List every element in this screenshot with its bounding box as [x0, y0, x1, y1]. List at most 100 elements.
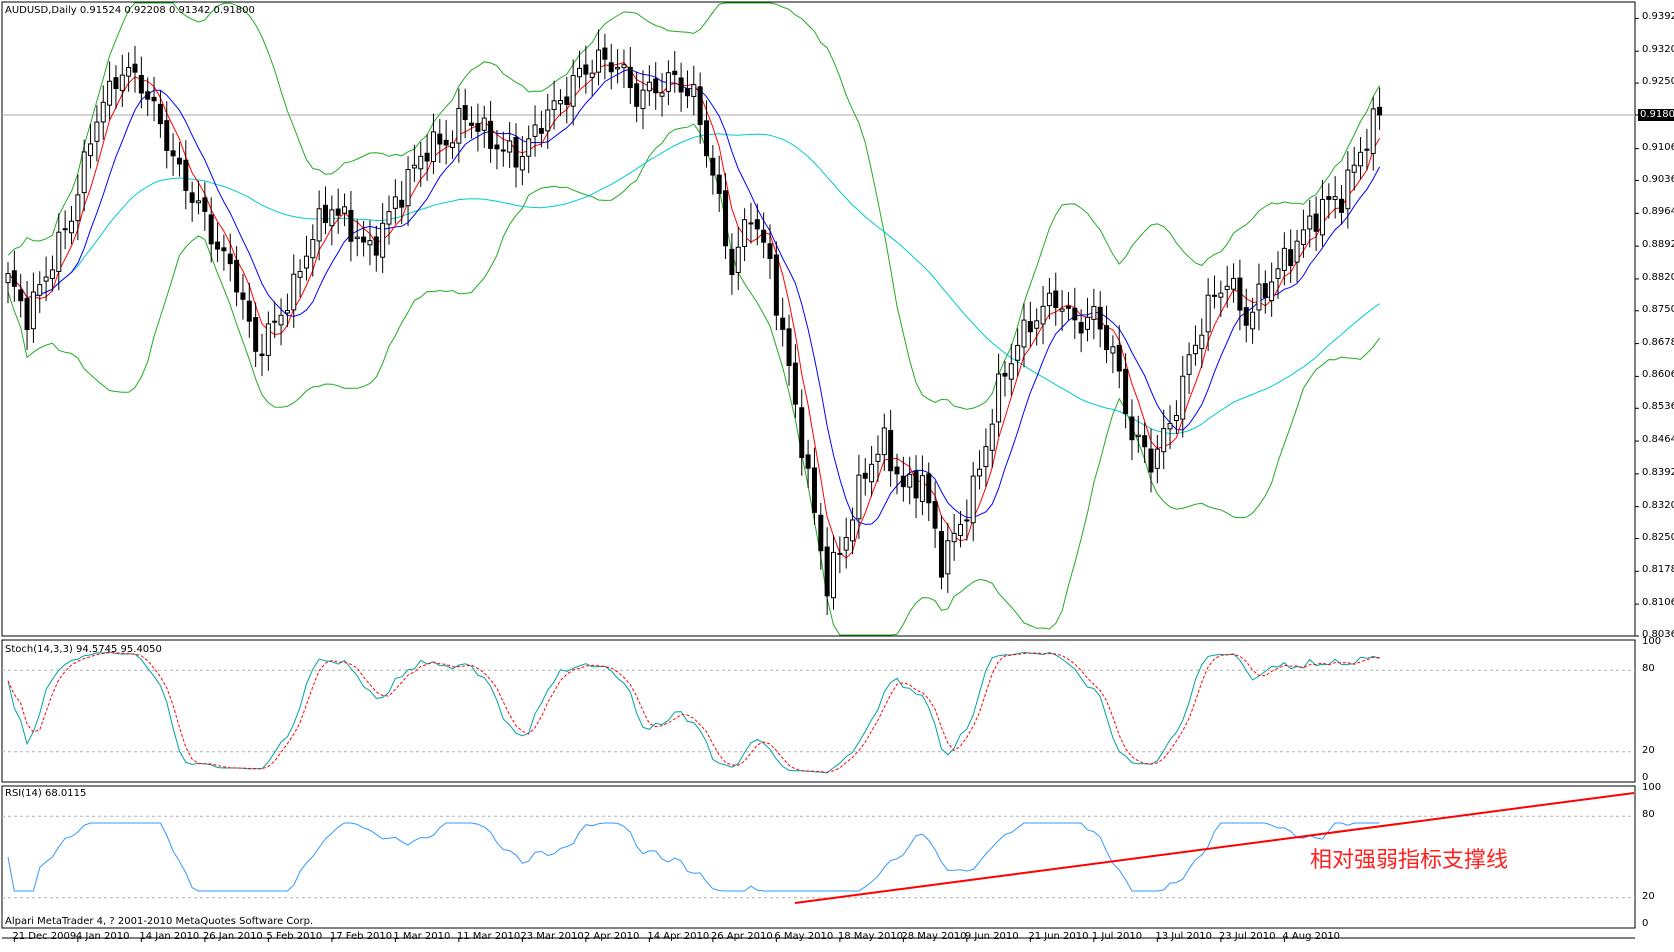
candle-body [932, 501, 938, 529]
candle-body [1231, 277, 1237, 290]
candle-body [1104, 325, 1110, 351]
candle-body [246, 300, 252, 322]
candle-body [900, 475, 906, 488]
date-tick-label: 28 May 2010 [901, 931, 967, 942]
candle-body [5, 273, 11, 284]
candle-body [780, 317, 786, 330]
candle-body [557, 100, 563, 105]
candle-body [1256, 283, 1262, 311]
candle-body [589, 72, 595, 78]
candle-body [513, 136, 519, 168]
candle-body [157, 103, 163, 125]
date-tick-label: 23 Jul 2010 [1218, 931, 1276, 942]
stoch-signal-line [7, 652, 1380, 773]
candle-body [875, 453, 881, 462]
candle-body [894, 466, 900, 475]
candle-body [240, 292, 246, 300]
candle-body [1345, 169, 1351, 210]
candle-body [69, 220, 74, 234]
candle-body [1110, 346, 1116, 354]
stoch-pane-frame [1, 639, 1636, 783]
candle-body [88, 143, 94, 157]
copyright-footer: Alpari MetaTrader 4, ? 2001-2010 MetaQuo… [5, 916, 314, 927]
candle-body [196, 200, 201, 204]
candle-body [1262, 283, 1268, 299]
candle-body [132, 63, 138, 73]
candle-body [30, 291, 36, 330]
candle-body [938, 531, 944, 578]
candle-body [303, 255, 309, 269]
candle-body [564, 96, 570, 105]
candle-body [234, 259, 240, 293]
candle-body [1224, 285, 1230, 291]
candle-body [538, 128, 544, 134]
candle-body [958, 523, 963, 536]
candle-body [1053, 290, 1059, 309]
candle-body [335, 208, 341, 216]
candle-body [856, 474, 862, 520]
candle-body [926, 473, 932, 504]
candle-body [1281, 247, 1287, 271]
candle-body [145, 91, 151, 100]
candle-body [202, 197, 208, 212]
candle-body [792, 362, 798, 405]
candle-body [1275, 268, 1281, 279]
candle-body [907, 473, 913, 488]
upper-band-line [7, 2, 1381, 410]
main-chart-title: AUDUSD,Daily 0.91524 0.92208 0.91342 0.9… [5, 5, 255, 16]
main-pane-frame [1, 1, 1636, 637]
candle-body [354, 236, 360, 240]
candle-body [386, 211, 392, 225]
candle-body [913, 470, 919, 499]
candle-body [208, 214, 214, 245]
candle-body [278, 314, 284, 326]
rsi-support-line-annotation: 相对强弱指标支撑线 [1310, 848, 1509, 873]
candle-body [824, 546, 830, 597]
candle-body [1021, 319, 1027, 348]
stoch-level-label: 20 [1642, 744, 1655, 756]
candle-body [678, 77, 684, 93]
candle-body [570, 75, 576, 107]
candle-body [665, 72, 671, 92]
candle-body [551, 100, 557, 110]
candle-body [831, 551, 836, 599]
candle-body [1364, 148, 1370, 151]
candle-body [786, 328, 792, 366]
candle-body [24, 298, 30, 331]
rsi-title: RSI(14) 68.0115 [5, 788, 87, 799]
date-tick-label: 26 Apr 2010 [710, 931, 773, 942]
candle-body [748, 222, 754, 225]
candle-body [297, 271, 303, 278]
candle-body [1370, 108, 1376, 154]
candle-body [888, 429, 894, 472]
date-tick-label: 13 Jul 2010 [1155, 931, 1212, 942]
lower-band-line [7, 123, 1381, 636]
rsi-level-label: 20 [1642, 890, 1655, 902]
candle-body [227, 253, 233, 265]
candle-body [1313, 213, 1319, 232]
candle-body [805, 454, 811, 469]
candle-body [138, 75, 144, 94]
candle-body [430, 131, 436, 163]
candle-body [348, 209, 354, 242]
candle-body [1027, 321, 1033, 333]
candle-body [94, 121, 100, 142]
candle-body [418, 155, 424, 170]
date-tick-label: 23 Mar 2010 [520, 931, 584, 942]
candle-body [170, 150, 176, 157]
candle-body [754, 219, 760, 230]
candle-body [361, 236, 367, 243]
candle-body [253, 317, 259, 352]
candle-body [100, 101, 106, 123]
candle-body [494, 144, 500, 150]
candle-body [81, 151, 87, 194]
date-tick-label: 18 May 2010 [837, 931, 904, 942]
candle-body [704, 120, 709, 157]
candle-body [56, 231, 62, 272]
